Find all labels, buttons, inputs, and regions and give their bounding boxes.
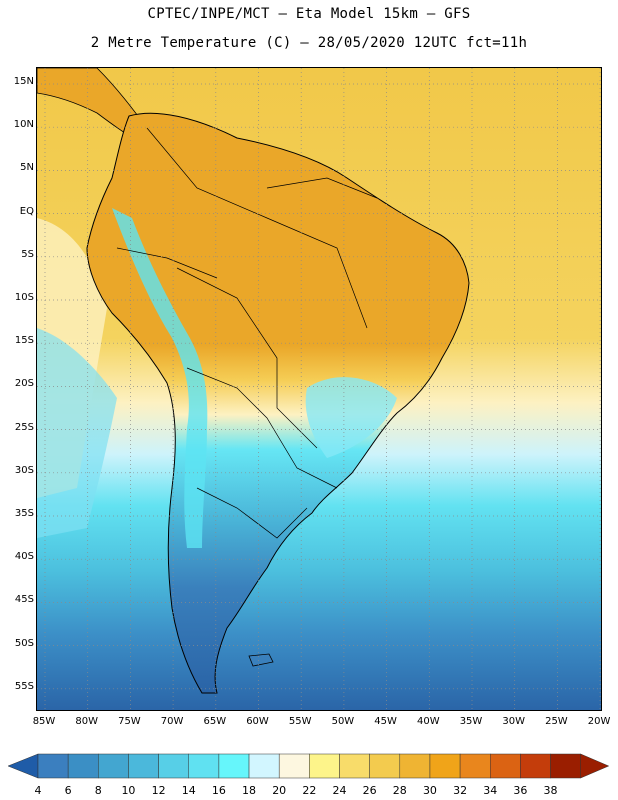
colorbar-segment xyxy=(218,753,250,779)
colorbar-segment xyxy=(459,753,491,779)
colorbar-tick-label: 4 xyxy=(34,784,42,797)
lat-label: 5N xyxy=(20,162,34,174)
lon-label: 20W xyxy=(587,716,611,727)
colorbar-tick-label: 18 xyxy=(242,784,257,797)
colorbar-tick-label: 38 xyxy=(543,784,558,797)
colorbar-high-arrow xyxy=(580,753,610,779)
pacific-cool-zone xyxy=(37,328,117,538)
lon-label: 45W xyxy=(374,716,397,727)
colorbar-segment xyxy=(188,753,220,779)
colorbar-segment xyxy=(248,753,280,779)
lat-label: 5S xyxy=(21,248,34,260)
graticule xyxy=(37,68,601,710)
lon-label: 25W xyxy=(545,716,568,727)
lon-label: 50W xyxy=(331,716,355,727)
lat-label: 15S xyxy=(14,335,34,347)
colorbar-tick-label: 28 xyxy=(392,784,407,797)
lon-label: 70W xyxy=(160,716,184,727)
map-title: CPTEC/INPE/MCT – Eta Model 15km – GFS xyxy=(147,6,471,22)
lat-label: 35S xyxy=(14,508,34,519)
lat-label: 40S xyxy=(14,551,34,563)
lat-label: 55S xyxy=(14,680,34,692)
lat-label: 10S xyxy=(14,292,34,303)
colorbar-segment xyxy=(429,753,461,779)
colorbar-tick-label: 26 xyxy=(362,784,377,797)
lon-label: 85W xyxy=(32,716,56,727)
lat-label: 25S xyxy=(14,421,34,433)
colorbar-segment xyxy=(339,753,370,779)
lon-label: 30W xyxy=(502,716,525,727)
lon-label: 55W xyxy=(288,716,312,727)
lon-label: 80W xyxy=(75,716,98,727)
lat-label: 15N xyxy=(13,76,34,87)
colorbar-segment xyxy=(309,753,340,779)
lat-label: 20S xyxy=(14,378,34,390)
colorbar-segment xyxy=(278,753,310,779)
colorbar-segment xyxy=(399,753,431,779)
lon-label: 35W xyxy=(459,716,483,727)
southern-brazil-cool xyxy=(305,377,397,458)
lat-label: 10N xyxy=(13,119,34,131)
colorbar-tick-label: 10 xyxy=(121,784,136,797)
colorbar-segment xyxy=(67,753,99,779)
country-borders xyxy=(116,127,378,539)
temperature-map xyxy=(36,67,602,711)
colorbar-tick-label: 12 xyxy=(151,784,166,797)
colorbar-low-arrow xyxy=(7,753,39,779)
lon-label: 40W xyxy=(416,716,440,727)
colorbar-segment xyxy=(550,753,581,779)
lat-label: 30S xyxy=(14,464,34,476)
colorbar-segment xyxy=(98,753,129,779)
lon-label: 60W xyxy=(246,716,269,727)
map-subtitle: 2 Metre Temperature (C) – 28/05/2020 12U… xyxy=(90,35,528,51)
colorbar-segment xyxy=(490,753,521,779)
lat-label: 45S xyxy=(14,594,34,606)
lon-label: 65W xyxy=(203,716,227,727)
colorbar-tick-label: 20 xyxy=(272,784,287,797)
lat-label: EQ xyxy=(19,205,34,217)
colorbar-tick-label: 6 xyxy=(64,784,72,797)
falkland-islands xyxy=(248,653,274,667)
colorbar-segment xyxy=(37,753,69,779)
andes-cool-strip xyxy=(112,208,208,548)
colorbar-tick-label: 30 xyxy=(422,784,437,797)
colorbar-tick-label: 22 xyxy=(302,784,317,797)
map-canvas xyxy=(37,68,601,710)
colorbar-tick-label: 8 xyxy=(94,784,102,797)
colorbar-segment xyxy=(369,753,401,779)
colorbar-tick-label: 32 xyxy=(453,784,468,797)
colorbar-segment xyxy=(158,753,190,779)
south-america xyxy=(86,112,470,694)
colorbar-tick-label: 14 xyxy=(181,784,196,797)
colorbar-tick-label: 24 xyxy=(332,784,347,797)
colorbar xyxy=(7,753,610,779)
colorbar-tick-label: 36 xyxy=(513,784,528,797)
colorbar-segment xyxy=(520,753,551,779)
lon-label: 75W xyxy=(118,716,141,727)
colorbar-tick-label: 34 xyxy=(483,784,498,797)
lat-label: 50S xyxy=(14,637,34,649)
colorbar-tick-label: 16 xyxy=(211,784,226,797)
colorbar-segment xyxy=(128,753,159,779)
